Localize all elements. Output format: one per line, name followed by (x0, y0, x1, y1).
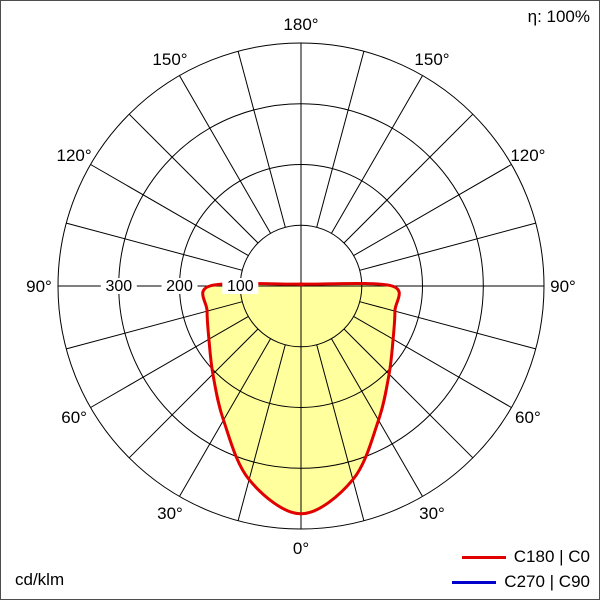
grid-radial-line (359, 301, 536, 350)
grid-radial-line (330, 338, 423, 497)
radial-label-halo (222, 278, 259, 294)
grid-radial-line (90, 164, 249, 257)
angle-label: 30° (419, 504, 445, 523)
angle-label: 120° (57, 146, 92, 165)
grid-radial-line (353, 315, 512, 408)
grid-radial-line (128, 328, 259, 459)
radial-tick-label: 200 (166, 278, 193, 295)
legend-item-c180-c0: C180 | C0 (452, 547, 590, 567)
grid-radial-line (66, 301, 243, 350)
grid-radial-line (359, 222, 536, 271)
grid-radial-line (179, 338, 272, 497)
angle-labels: 0° 30° 30° 60° 60° 90° 90° 120° 120° 150° 150° 180° (26, 15, 576, 558)
grid-radial-line (66, 222, 243, 271)
grid-radial-line (179, 75, 272, 234)
legend-item-c270-c90: C270 | C90 (452, 572, 590, 592)
grid-radial-line (128, 113, 259, 244)
angle-label: 180° (283, 15, 318, 34)
grid-radial-line (316, 344, 365, 521)
grid-radial-line (316, 51, 365, 228)
angle-label: 150° (414, 50, 449, 69)
grid-radial-line (330, 75, 423, 234)
grid-radial-line (343, 113, 474, 244)
radial-tick-labels: 100 200 300 (100, 278, 259, 295)
legend-line-blue-icon (452, 580, 497, 584)
legend-label-c270-c90: C270 | C90 (504, 572, 590, 591)
grid-radial-line (353, 164, 512, 257)
grid-radial-lines (66, 51, 536, 521)
legend-label-c180-c0: C180 | C0 (513, 547, 590, 566)
radial-label-halo (161, 278, 198, 294)
angle-label: 90° (550, 277, 576, 296)
radial-tick-label: 300 (105, 278, 132, 295)
grid-radial-line (237, 344, 286, 521)
angle-label: 120° (510, 146, 545, 165)
grid-radial-line (343, 328, 474, 459)
radial-tick-label: 100 (227, 278, 254, 295)
radial-label-halo (100, 278, 137, 294)
angle-label: 60° (515, 408, 541, 427)
legend-line-red-icon (461, 555, 506, 559)
unit-label: cd/klm (15, 570, 65, 589)
angle-label: 0° (293, 539, 309, 558)
angle-label: 60° (61, 408, 87, 427)
legend: C180 | C0 C270 | C90 (452, 547, 590, 592)
angle-label: 30° (157, 504, 183, 523)
angle-label: 150° (152, 50, 187, 69)
intensity-curve-c180-c0 (201, 281, 401, 516)
efficiency-label: η: 100% (527, 7, 590, 26)
grid-radial-line (237, 51, 286, 228)
angle-label: 90° (26, 277, 52, 296)
grid-radial-line (90, 315, 249, 408)
